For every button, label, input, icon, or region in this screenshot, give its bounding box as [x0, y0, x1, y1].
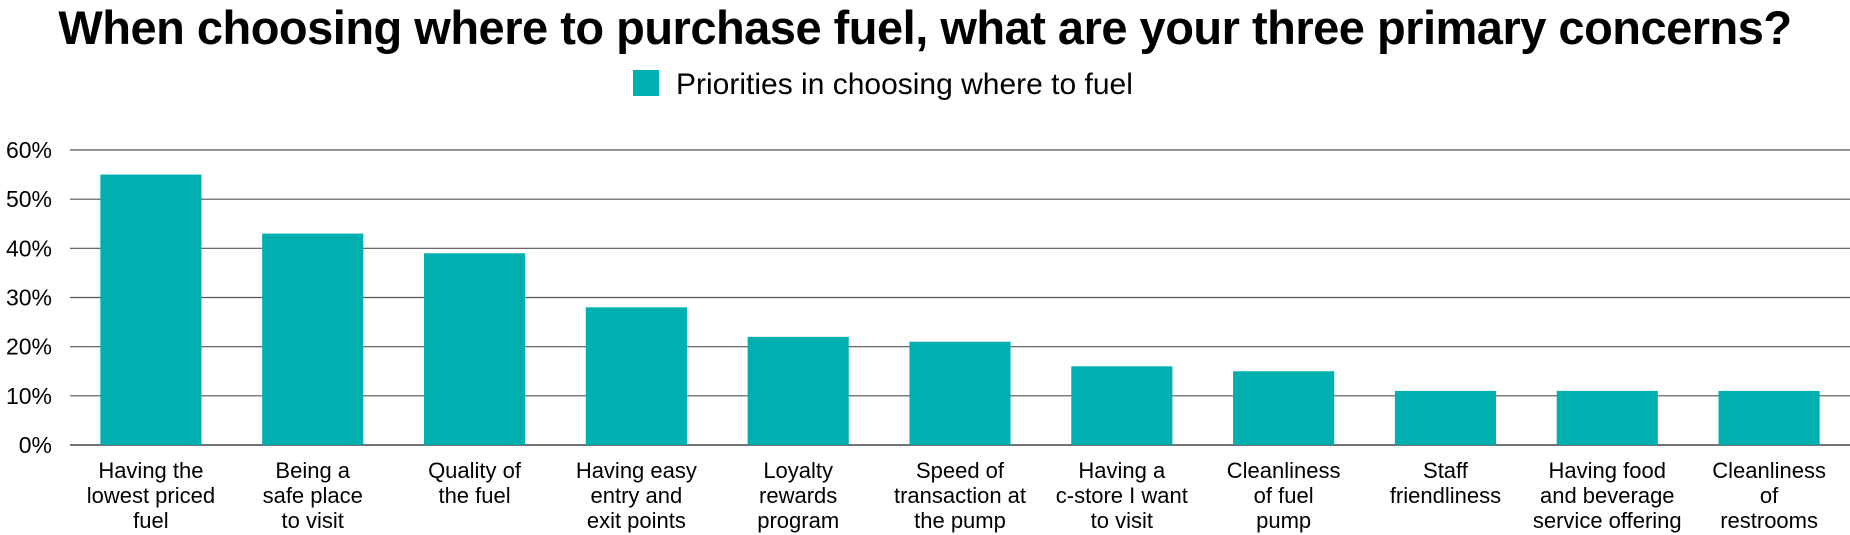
category-label: Having a c-store I want to visit [1056, 458, 1188, 533]
legend-label: Priorities in choosing where to fuel [676, 68, 1133, 101]
category-label: Having easy entry and exit points [576, 458, 697, 533]
bar [1718, 390, 1820, 445]
y-tick-label: 30% [6, 285, 52, 311]
category-labels: Having the lowest priced fuel Being a safe p… [87, 458, 1826, 533]
category-label: Cleanliness of restrooms [1712, 458, 1826, 533]
category-label: Having food and beverage service offering [1533, 458, 1682, 533]
bar [1071, 366, 1173, 445]
y-tick-label: 50% [6, 186, 52, 212]
bar [909, 341, 1011, 445]
category-label: Quality of the fuel [428, 458, 522, 508]
bar [100, 174, 202, 446]
category-label: Loyalty rewards program [757, 458, 839, 533]
bar [585, 307, 687, 445]
category-label: Cleanliness of fuel pump [1227, 458, 1341, 533]
y-axis-tick-labels: 0% 10% 20% 30% 40% 50% 60% [6, 137, 52, 458]
category-label: Being a safe place to visit [263, 458, 363, 533]
legend-swatch [633, 70, 659, 96]
y-tick-label: 10% [6, 383, 52, 409]
bar [262, 233, 364, 445]
bar [1233, 371, 1335, 445]
category-label: Speed of transaction at the pump [894, 458, 1026, 533]
bar [423, 253, 526, 445]
y-tick-label: 60% [6, 137, 52, 163]
chart-title: When choosing where to purchase fuel, wh… [58, 1, 1792, 54]
bar [1394, 390, 1497, 445]
category-label: Staff friendliness [1390, 458, 1501, 508]
y-tick-label: 40% [6, 235, 52, 261]
bars [100, 174, 1820, 446]
bar [1556, 390, 1658, 445]
legend: Priorities in choosing where to fuel [633, 68, 1133, 101]
y-tick-label: 20% [6, 334, 52, 360]
category-label: Having the lowest priced fuel [87, 458, 215, 533]
bar [747, 336, 849, 445]
y-tick-label: 0% [19, 432, 52, 458]
